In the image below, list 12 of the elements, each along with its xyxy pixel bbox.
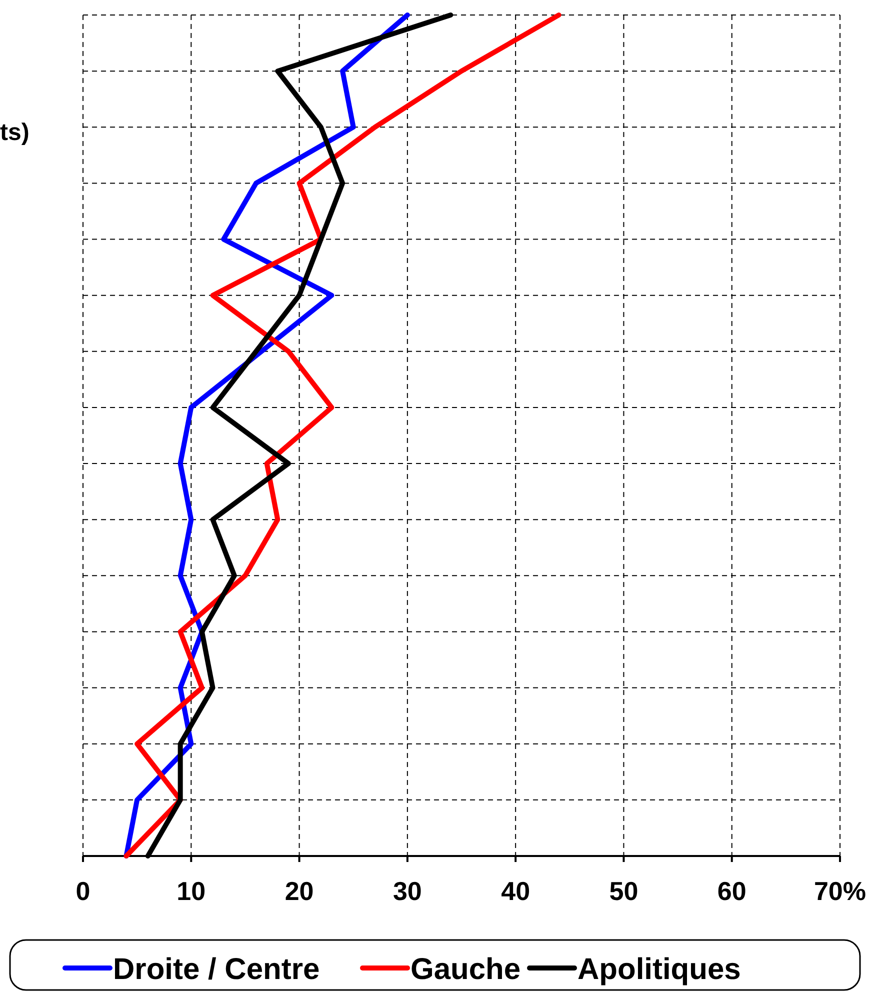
x-tick-label: 50 bbox=[609, 876, 638, 906]
x-tick-label: 20 bbox=[284, 876, 314, 906]
x-tick-label: 0 bbox=[76, 876, 90, 906]
x-tick-label: 40 bbox=[501, 876, 530, 906]
x-tick-label: 10 bbox=[176, 876, 206, 906]
legend-label: Droite / Centre bbox=[113, 953, 320, 986]
text: ts) bbox=[0, 119, 30, 146]
x-tick-label: 60 bbox=[717, 876, 746, 906]
x-tick-label: 30 bbox=[392, 876, 422, 906]
legend-label: Apolitiques bbox=[578, 953, 741, 986]
legend-label: Gauche bbox=[410, 953, 521, 986]
x-tick-label: 70% bbox=[814, 876, 866, 906]
